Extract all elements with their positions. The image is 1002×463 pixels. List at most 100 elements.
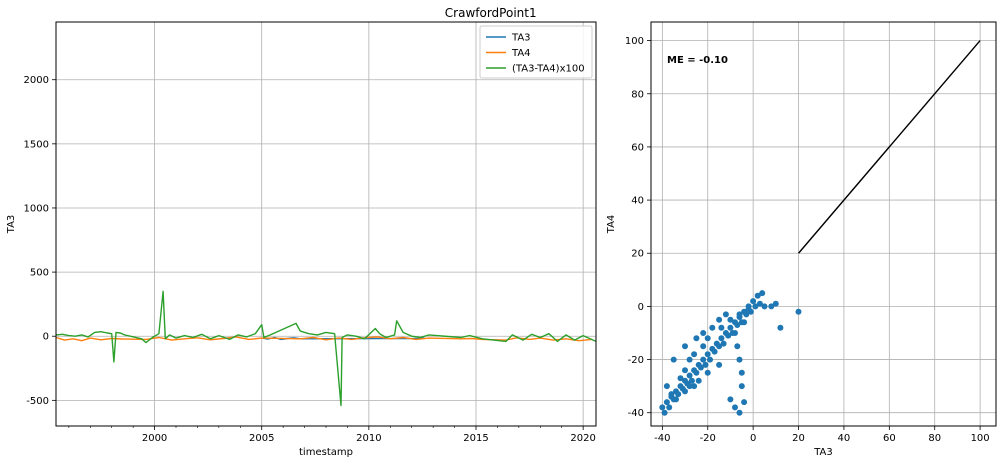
timeseries-lines — [55, 290, 597, 407]
timeseries-panel: 2000 2005 2010 2015 2020-5000500100015002000… — [6, 6, 597, 458]
scatter-point — [693, 369, 700, 376]
scatter-y-tick-label: 60 — [631, 142, 644, 153]
legend-label: TA3 — [511, 33, 531, 44]
scatter-point — [677, 375, 684, 382]
scatter-point — [732, 330, 738, 336]
timeseries-y-tick-label: 1500 — [24, 139, 49, 150]
scatter-point — [702, 361, 709, 368]
scatter-point — [659, 404, 666, 411]
scatter-point — [738, 383, 745, 390]
chart-title: CrawfordPoint1 — [445, 6, 537, 20]
timeseries-x-tick-label: 2010 — [356, 433, 381, 444]
scatter-point — [754, 292, 761, 299]
scatter-point — [666, 404, 673, 411]
scatter-point — [682, 343, 688, 350]
scatter-point — [752, 303, 759, 310]
scatter-point — [722, 311, 729, 318]
scatter-x-tick-label: 60 — [883, 433, 896, 444]
scatter-point — [750, 298, 757, 305]
scatter-point — [691, 351, 698, 358]
scatter-point — [686, 372, 693, 379]
scatter-point — [716, 361, 723, 368]
timeseries-x-axis-label: timestamp — [299, 447, 353, 458]
scatter-point — [743, 311, 750, 318]
scatter-x-tick-label: 20 — [792, 433, 805, 444]
scatter-tick-labels: -40 -20 0 20 40 60 80 100 -40 -20 0 20 40 60 80 100 — [625, 36, 990, 444]
scatter-point — [736, 409, 743, 416]
scatter-point — [736, 311, 743, 318]
scatter-x-tick-label: -20 — [700, 433, 716, 444]
scatter-x-tick-label: 80 — [928, 433, 941, 444]
scatter-point — [688, 377, 695, 384]
scatter-points — [659, 290, 802, 416]
timeseries-tick-labels: 2000 2005 2010 2015 2020 -500 0 500 1000 1500 2000 — [24, 75, 596, 444]
scatter-point — [675, 391, 682, 398]
scatter-point — [686, 356, 693, 363]
mean-error-annotation: ME = -0.10 — [667, 55, 728, 66]
scatter-point — [709, 324, 716, 331]
scatter-x-tick-label: 40 — [838, 433, 851, 444]
scatter-y-tick-label: 40 — [631, 196, 644, 207]
scatter-point — [711, 348, 718, 355]
scatter-x-tick-label: 0 — [750, 433, 756, 444]
legend-label: TA4 — [511, 48, 531, 59]
scatter-point — [759, 290, 766, 297]
scatter-point — [727, 316, 734, 323]
scatter-point — [756, 300, 763, 307]
scatter-y-axis-label: TA4 — [606, 215, 617, 235]
scatter-point — [720, 340, 727, 347]
scatter-point — [795, 308, 802, 315]
scatter-point — [697, 364, 704, 371]
scatter-point — [716, 343, 723, 350]
timeseries-x-tick-label: 2000 — [142, 433, 167, 444]
scatter-point — [668, 391, 675, 398]
scatter-y-tick-label: -20 — [628, 355, 644, 366]
timeseries-y-tick-label: 2000 — [24, 75, 49, 86]
scatter-point — [772, 300, 779, 307]
scatter-point — [734, 343, 741, 350]
legend-label: (TA3-TA4)x100 — [512, 64, 585, 75]
scatter-point — [732, 404, 738, 411]
scatter-point — [700, 343, 707, 350]
scatter-point — [693, 335, 700, 342]
series-line-1 — [55, 336, 592, 342]
scatter-point — [663, 383, 670, 390]
scatter-point — [707, 356, 713, 363]
scatter-point — [704, 335, 711, 342]
scatter-point — [738, 369, 745, 376]
scatter-point — [725, 332, 732, 339]
legend-frame — [479, 25, 593, 79]
scatter-point — [727, 324, 734, 331]
scatter-point — [682, 388, 688, 395]
scatter-point — [700, 356, 707, 363]
scatter-point — [673, 396, 679, 403]
scatter-y-tick-label: 20 — [631, 249, 644, 260]
scatter-point — [718, 335, 725, 342]
scatter-point — [663, 399, 670, 406]
scatter-panel: -40 -20 0 20 40 60 80 100 -40 -20 0 20 40 60 80 100 ME … — [606, 21, 997, 458]
scatter-point — [695, 377, 702, 384]
scatter-y-tick-label: 0 — [638, 302, 644, 313]
series-line-2 — [55, 290, 597, 407]
scatter-point — [716, 316, 723, 323]
scatter-y-tick-label: 80 — [631, 89, 644, 100]
scatter-x-tick-label: -40 — [654, 433, 670, 444]
scatter-point — [736, 356, 743, 363]
legend-entries: TA3 TA4 (TA3-TA4)x100 — [486, 33, 585, 75]
scatter-point — [700, 330, 707, 336]
scatter-x-axis-label: TA3 — [813, 447, 833, 458]
timeseries-x-tick-label: 2005 — [249, 433, 274, 444]
scatter-point — [704, 351, 711, 358]
timeseries-x-tick-label: 2015 — [463, 433, 488, 444]
scatter-point — [745, 306, 752, 313]
reference-line — [798, 40, 981, 254]
scatter-x-tick-label: 100 — [971, 433, 990, 444]
scatter-point — [686, 383, 693, 390]
scatter-point — [768, 303, 775, 310]
scatter-point — [761, 303, 768, 310]
scatter-point — [704, 369, 711, 376]
scatter-point — [718, 324, 725, 331]
scatter-point — [670, 356, 677, 363]
scatter-point — [734, 322, 741, 328]
